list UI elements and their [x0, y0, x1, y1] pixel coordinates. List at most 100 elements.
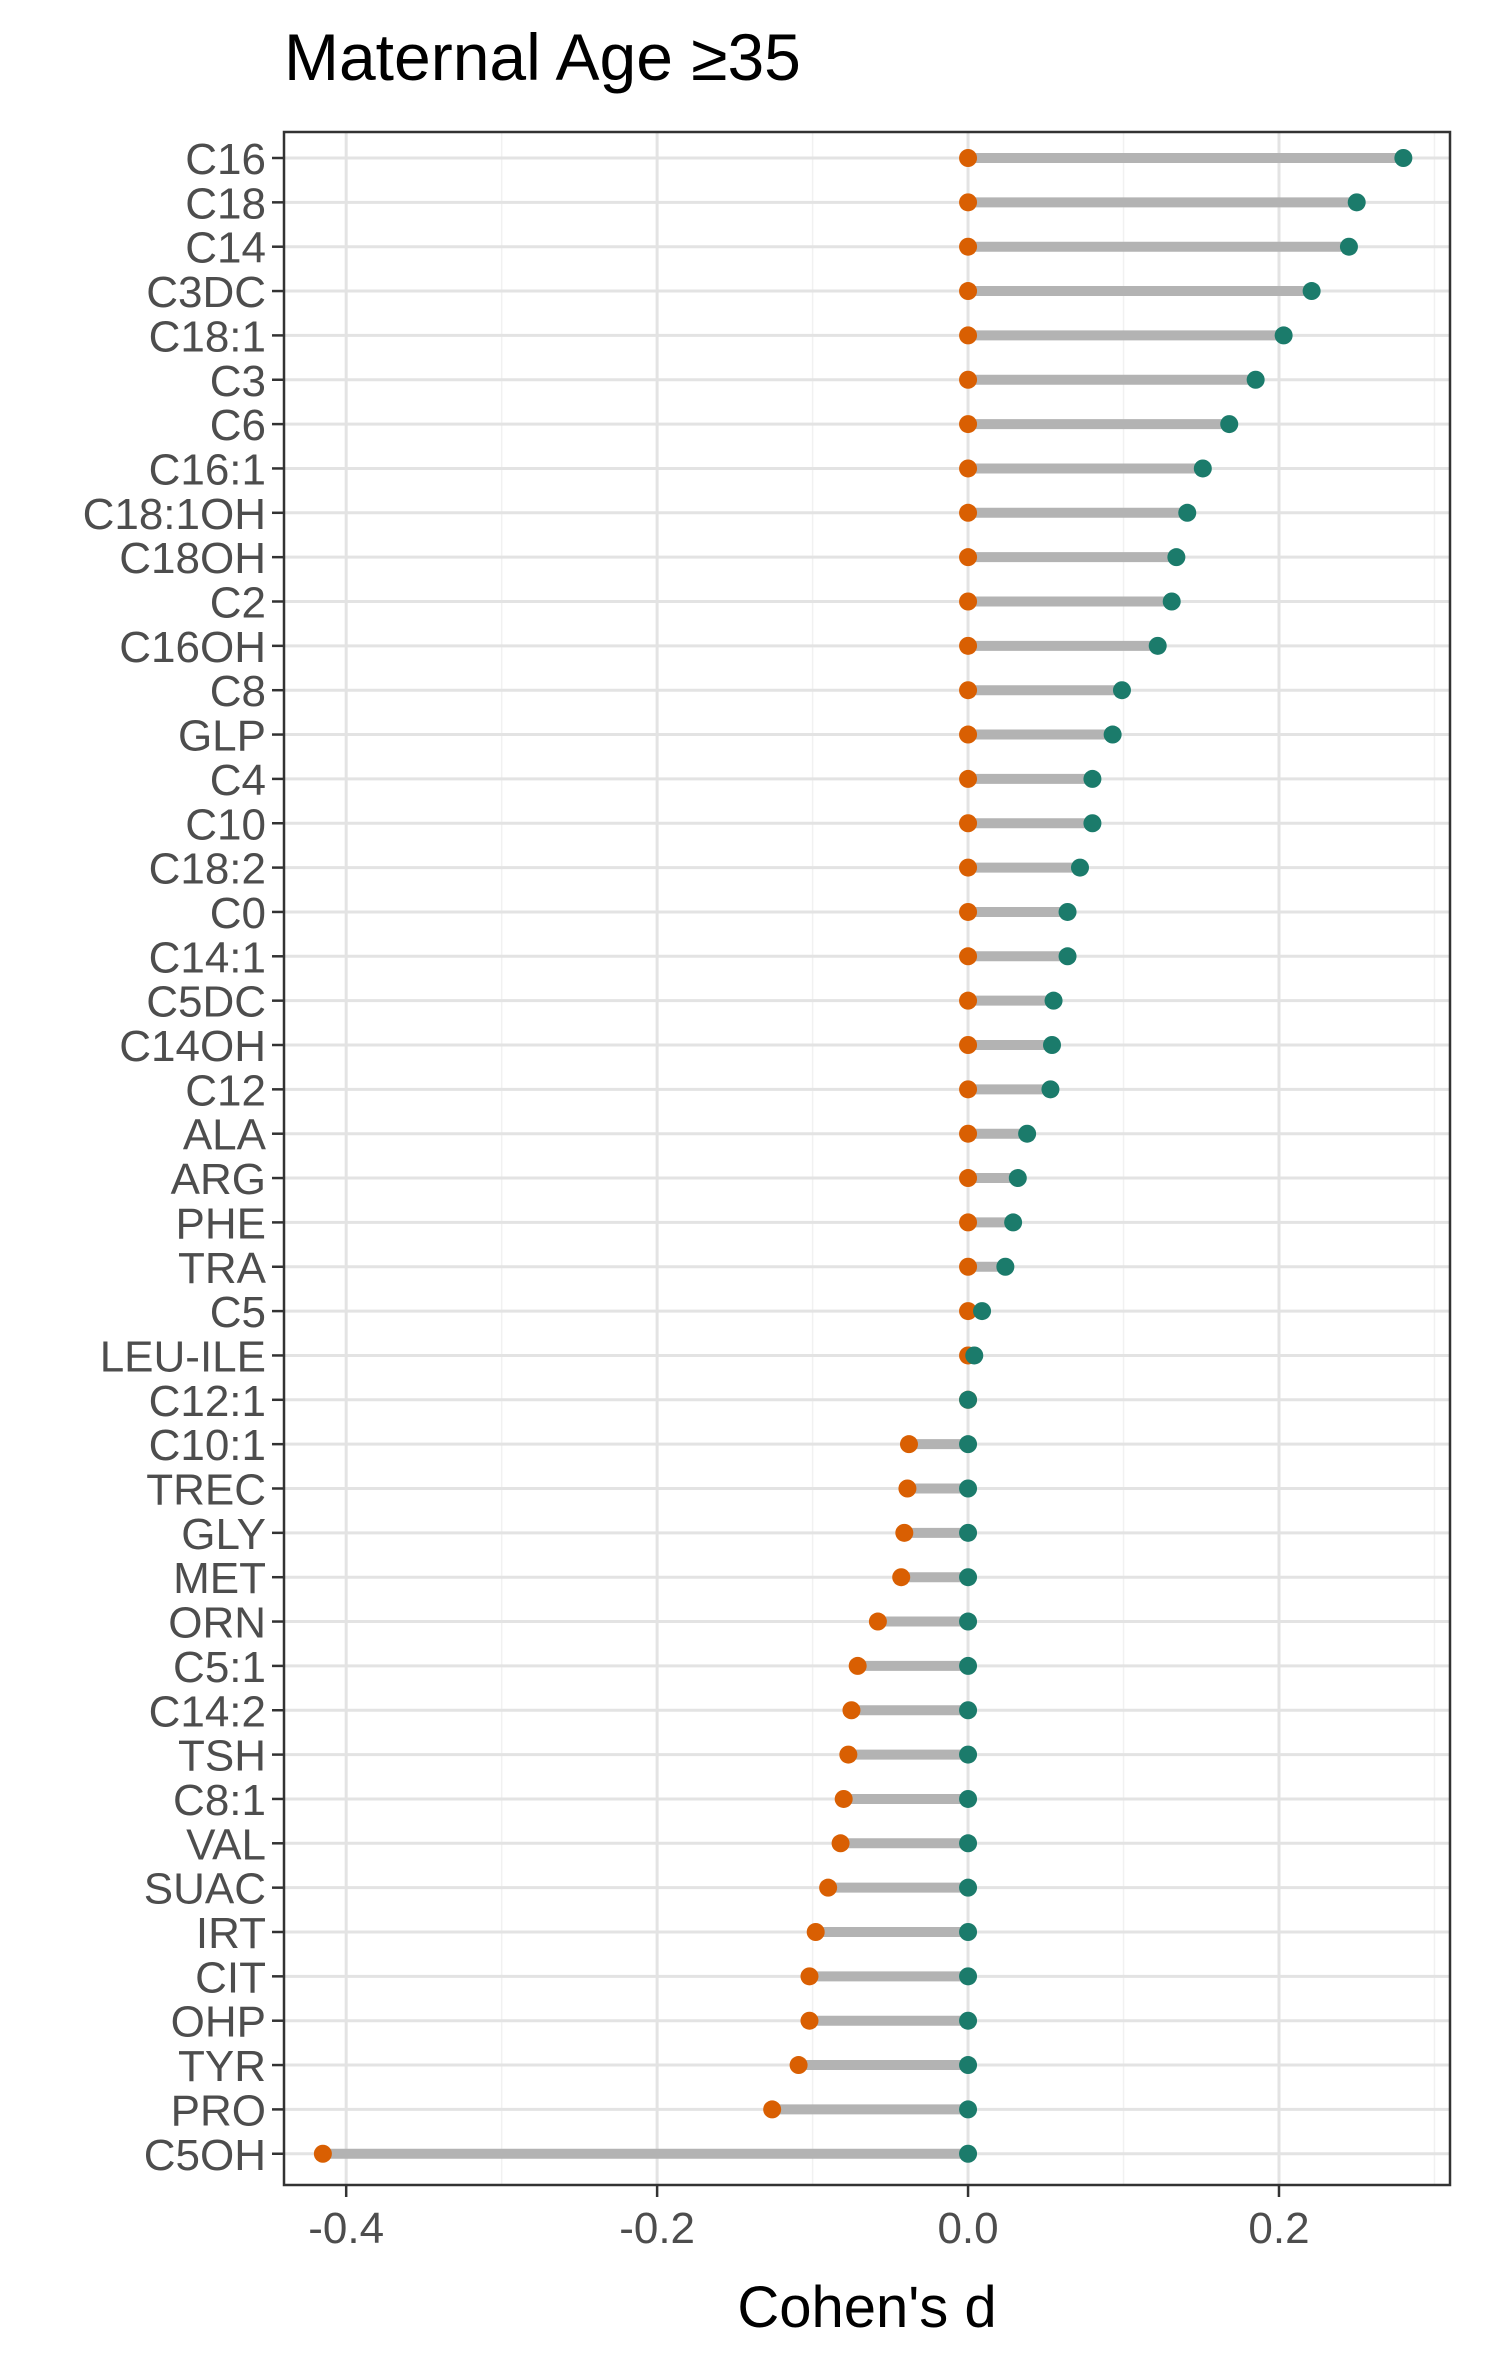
point-low [959, 1302, 978, 1321]
y-tick-label: C18 [185, 179, 266, 228]
point-low [839, 1745, 858, 1764]
y-tick-label: TSH [178, 1732, 266, 1781]
point-high [1167, 548, 1186, 567]
point-high [1302, 282, 1321, 301]
y-tick-label: C16 [185, 135, 266, 184]
y-tick-label: C3 [210, 357, 266, 406]
x-axis: -0.4 -0.2 0.0 0.2 [308, 2185, 1310, 2253]
point-low [834, 1789, 853, 1808]
grid-lines [284, 132, 1450, 2185]
y-tick-label: ARG [171, 1155, 266, 1204]
y-tick-label: C18:2 [149, 845, 266, 894]
y-tick-label: IRT [196, 1909, 266, 1958]
point-low [959, 636, 978, 655]
y-tick-label: GLY [181, 1510, 266, 1559]
y-tick-label: PHE [176, 1199, 266, 1248]
y-tick-label: C14:1 [149, 933, 266, 982]
y-tick-label: C18OH [119, 534, 266, 583]
y-tick-label: C5OH [144, 2131, 266, 2180]
panel-border [282, 130, 1452, 2187]
point-high [959, 2011, 978, 2030]
y-tick-label: C10:1 [149, 1421, 266, 1470]
point-high [1162, 592, 1181, 611]
y-tick-label: C12 [185, 1066, 266, 1115]
point-high [959, 1568, 978, 1587]
point-low [959, 237, 978, 256]
y-tick-label: C2 [210, 579, 266, 628]
y-tick-label: C5:1 [173, 1643, 266, 1692]
point-high [959, 1789, 978, 1808]
y-tick-label: CIT [195, 1953, 266, 2002]
point-high [1347, 193, 1366, 212]
y-tick-label: C10 [185, 800, 266, 849]
point-low [763, 2100, 782, 2119]
point-low [959, 1169, 978, 1188]
y-tick-label: OHP [171, 1998, 266, 2047]
point-high [1246, 370, 1265, 389]
point-low [959, 947, 978, 966]
point-low [959, 1124, 978, 1143]
point-high [1058, 902, 1077, 921]
point-high [959, 1923, 978, 1941]
x-tick-label: 0.2 [1248, 2204, 1309, 2253]
y-tick-label: VAL [186, 1820, 266, 1869]
point-high [959, 1834, 978, 1853]
x-tick-label: -0.4 [308, 2204, 384, 2253]
points [313, 149, 1413, 2163]
y-tick-label: C16OH [119, 623, 266, 672]
y-tick-label: TREC [146, 1466, 266, 1515]
point-low [959, 282, 978, 301]
point-high [1018, 1124, 1037, 1143]
y-tick-label: C14:2 [149, 1687, 266, 1736]
point-high [959, 1523, 978, 1542]
point-low [313, 2144, 332, 2163]
point-low [898, 1479, 917, 1498]
point-high [1148, 636, 1167, 655]
y-tick-label: ALA [183, 1111, 267, 1160]
point-low [800, 1967, 819, 1986]
point-high [959, 1967, 978, 1986]
y-tick-label: C14OH [119, 1022, 266, 1071]
point-high [1274, 326, 1293, 345]
y-tick-label: C14 [185, 224, 266, 273]
point-low [959, 681, 978, 700]
point-high [1083, 814, 1102, 833]
point-low [800, 2011, 819, 2030]
point-low [848, 1656, 867, 1675]
x-tick-label: 0.0 [937, 2204, 998, 2253]
point-low [959, 1036, 978, 1054]
point-high [1112, 681, 1131, 700]
point-low [959, 725, 978, 744]
y-tick-label: PRO [171, 2086, 266, 2135]
point-high [959, 1701, 978, 1720]
point-high [1070, 858, 1089, 877]
point-high [1394, 149, 1413, 167]
y-tick-label: TYR [178, 2042, 266, 2091]
point-high [1103, 725, 1122, 744]
point-low [959, 858, 978, 877]
point-high [996, 1257, 1015, 1276]
point-low [959, 370, 978, 389]
y-tick-label: C6 [210, 401, 266, 450]
y-tick-label: GLP [178, 712, 266, 761]
point-low [959, 326, 978, 345]
point-high [1041, 1080, 1060, 1099]
y-tick-label: C16:1 [149, 445, 266, 494]
point-high [959, 1479, 978, 1498]
point-high [959, 1745, 978, 1764]
y-tick-label: SUAC [144, 1865, 266, 1914]
point-high [1220, 415, 1239, 434]
y-tick-label: C5 [210, 1288, 266, 1337]
point-high [965, 1346, 984, 1365]
y-tick-label: C5DC [146, 978, 266, 1027]
point-high [959, 2056, 978, 2075]
point-low [868, 1612, 887, 1631]
point-high [1058, 947, 1077, 966]
point-low [789, 2056, 808, 2075]
point-low [895, 1523, 914, 1542]
x-axis-label: Cohen's d [737, 2275, 996, 2340]
point-high [1004, 1213, 1023, 1232]
point-low [899, 1435, 918, 1454]
point-high [1339, 237, 1358, 256]
